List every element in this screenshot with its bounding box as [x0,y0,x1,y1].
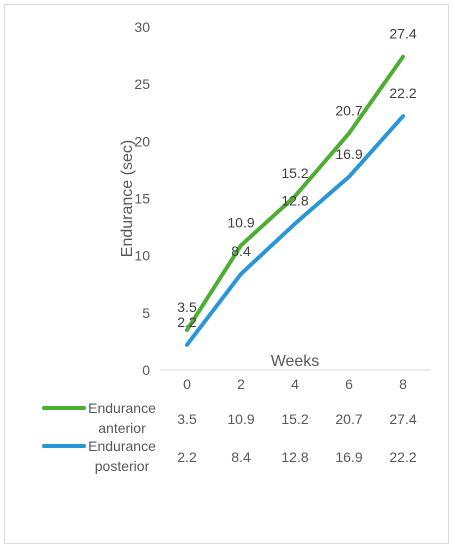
table-value: 12.8 [281,449,308,465]
data-label: 16.9 [335,146,362,162]
legend-label-1: Endurance anterior [88,400,156,436]
y-tick-label: 25 [134,76,150,92]
data-label: 15.2 [281,165,308,181]
x-axis-title: Weeks [271,353,320,370]
x-tick-label: 6 [345,376,353,392]
y-tick-label: 30 [134,19,150,35]
table-value: 8.4 [231,449,251,465]
x-tick-label: 2 [237,376,245,392]
data-label: 22.2 [389,85,416,101]
data-label: 27.4 [389,26,416,42]
data-label: 2.2 [177,314,197,330]
data-table: Endurance anterior 3.5 10.9 15.2 20.7 27.4 Endu… [42,400,417,474]
y-axis-title: Endurance (sec) [119,140,136,257]
data-label: 10.9 [227,214,254,230]
series-lines [185,54,405,347]
y-tick-label: 10 [134,248,150,264]
data-label: 3.5 [177,299,197,315]
x-axis-ticks: 0 2 4 6 8 [183,376,407,392]
series-line-1 [185,54,405,332]
y-tick-label: 15 [134,191,150,207]
y-axis-ticks: 0 5 10 15 20 25 30 [134,19,150,378]
data-label: 8.4 [231,243,251,259]
table-value: 16.9 [335,449,362,465]
x-tick-label: 0 [183,376,191,392]
table-value: 22.2 [389,449,416,465]
data-label: 12.8 [281,193,308,209]
data-labels: 3.5 10.9 15.2 20.7 27.4 2.2 8.4 12.8 16.9 22.2 [177,26,417,330]
y-tick-label: 5 [142,305,150,321]
series-line-2 [185,114,405,347]
data-label: 20.7 [335,102,362,118]
legend-label-2: Endurance posterior [88,438,156,474]
table-value: 3.5 [177,411,197,427]
table-value: 10.9 [227,411,254,427]
x-tick-label: 8 [399,376,407,392]
table-value: 27.4 [389,411,416,427]
table-value: 15.2 [281,411,308,427]
table-value: 2.2 [177,449,197,465]
x-tick-label: 4 [291,376,299,392]
y-tick-label: 0 [142,362,150,378]
y-tick-label: 20 [134,133,150,149]
table-value: 20.7 [335,411,362,427]
